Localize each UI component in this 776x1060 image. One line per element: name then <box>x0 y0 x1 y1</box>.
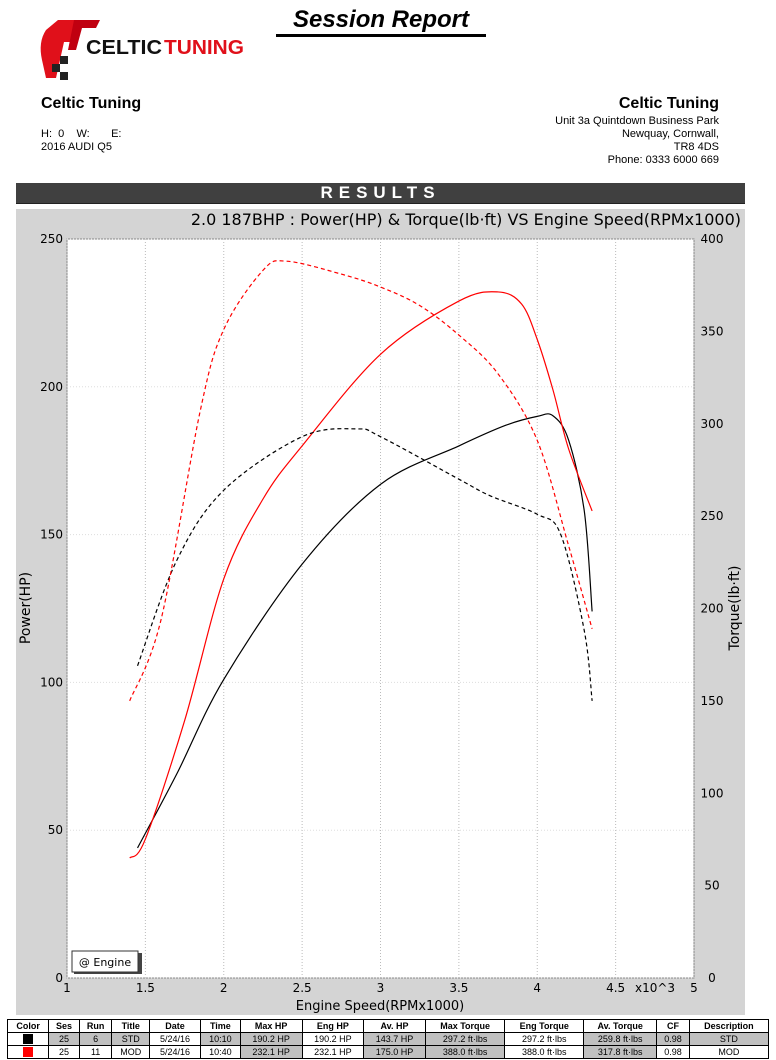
ses-cell: 25 <box>48 1045 80 1059</box>
runs-table: Color Ses Run Title Date Time Max HP Eng HP Av. … <box>6 1019 770 1059</box>
column-header: Time <box>199 1019 241 1033</box>
table-row[interactable]: 25 6 STD 5/24/16 10:10 190.2 HP 190.2 HP 143.7 … <box>6 1032 770 1046</box>
results-banner: RESULTS <box>16 183 745 204</box>
company-info: Celtic Tuning Unit 3a Quintdown Business… <box>555 95 719 167</box>
max-hp-cell: 232.1 HP <box>239 1045 303 1059</box>
legend-label: @ Engine <box>79 956 131 969</box>
column-header: Av. HP <box>363 1019 426 1033</box>
x-tick-label: 2.5 <box>293 981 312 995</box>
eng-torque-cell: 388.0 ft·lbs <box>504 1045 585 1059</box>
svg-text:TUNING: TUNING <box>164 37 244 59</box>
x-tick-label: 1 <box>63 981 71 995</box>
x-axis-label: Engine Speed(RPMx1000) <box>296 999 464 1014</box>
y-tick-label: 0 <box>55 971 63 985</box>
column-header: CF <box>656 1019 690 1033</box>
x-tick-label: 3.5 <box>449 981 468 995</box>
y-tick-label: 250 <box>40 232 63 246</box>
column-header: Date <box>149 1019 201 1033</box>
column-header: Run <box>78 1019 113 1033</box>
color-swatch <box>23 1034 34 1045</box>
y2-tick-label: 250 <box>701 509 724 523</box>
y-tick-label: 50 <box>48 823 63 837</box>
y-axis-label: Power(HP) <box>18 572 34 644</box>
x-tick-label: 2 <box>220 981 228 995</box>
column-header: Max Torque <box>424 1019 506 1033</box>
av-torque-cell: 317.8 ft·lbs <box>583 1045 658 1059</box>
y2-tick-label: 150 <box>701 694 724 708</box>
max-hp-cell: 190.2 HP <box>239 1032 303 1046</box>
color-cell <box>6 1045 50 1059</box>
column-header: Max HP <box>239 1019 303 1033</box>
time-cell: 10:40 <box>199 1045 241 1059</box>
y2-tick-label: 300 <box>701 417 724 431</box>
column-header: Av. Torque <box>583 1019 658 1033</box>
eng-torque-cell: 297.2 ft·lbs <box>504 1032 585 1046</box>
company-name: Celtic Tuning <box>618 95 719 112</box>
series-mod-torque <box>129 260 593 702</box>
av-hp-cell: 143.7 HP <box>363 1032 426 1046</box>
max-torque-cell: 388.0 ft·lbs <box>424 1045 506 1059</box>
report-title: Session Report <box>276 6 486 37</box>
y2-tick-label: 400 <box>701 232 724 246</box>
column-header: Ses <box>48 1019 80 1033</box>
y2-tick-label: 50 <box>704 879 719 893</box>
svg-text:CELTIC: CELTIC <box>86 37 162 59</box>
celtic-tuning-logo: CELTIC TUNING <box>40 20 244 80</box>
title-cell: STD <box>111 1032 151 1046</box>
color-swatch <box>23 1047 34 1058</box>
x-multiplier-label: x10^3 <box>635 981 675 995</box>
run-cell: 11 <box>78 1045 113 1059</box>
company-address2: Newquay, Cornwall, <box>621 128 719 140</box>
av-torque-cell: 259.8 ft·lbs <box>583 1032 658 1046</box>
column-header: Eng HP <box>301 1019 365 1033</box>
table-row[interactable]: 25 11 MOD 5/24/16 10:40 232.1 HP 232.1 HP 175.0… <box>6 1045 770 1059</box>
y2-tick-label: 200 <box>701 602 724 616</box>
y2-tick-label: 350 <box>701 324 724 338</box>
cf-cell: 0.98 <box>656 1045 690 1059</box>
column-header: Color <box>6 1019 50 1033</box>
eng-hp-cell: 232.1 HP <box>301 1045 365 1059</box>
y2-tick-label: 0 <box>708 971 716 985</box>
date-cell: 5/24/16 <box>149 1032 201 1046</box>
color-cell <box>6 1032 50 1046</box>
series-mod-power <box>129 291 593 859</box>
chart-title: 2.0 187BHP : Power(HP) & Torque(lb·ft) V… <box>190 210 741 229</box>
column-header: Description <box>688 1019 770 1033</box>
x-tick-label: 1.5 <box>136 981 155 995</box>
description-cell: STD <box>688 1032 770 1046</box>
customer-hwe: H: 0 W: E: <box>41 128 122 140</box>
time-cell: 10:10 <box>199 1032 241 1046</box>
cf-cell: 0.98 <box>656 1032 690 1046</box>
y-tick-label: 200 <box>40 380 63 394</box>
x-tick-label: 4 <box>533 981 541 995</box>
company-phone: Phone: 0333 6000 669 <box>607 154 719 166</box>
x-tick-label: 5 <box>690 981 698 995</box>
y-tick-label: 150 <box>40 528 63 542</box>
description-cell: MOD <box>688 1045 770 1059</box>
column-header: Eng Torque <box>504 1019 585 1033</box>
legend-box <box>71 950 139 973</box>
table-header-row: Color Ses Run Title Date Time Max HP Eng HP Av. … <box>6 1019 770 1033</box>
series-std-power <box>137 413 593 849</box>
y2-axis-label: Torque(lb·ft) <box>727 566 743 652</box>
company-address1: Unit 3a Quintdown Business Park <box>555 115 719 127</box>
eng-hp-cell: 190.2 HP <box>301 1032 365 1046</box>
x-tick-label: 4.5 <box>606 981 625 995</box>
dyno-chart: 1 1.5 2 2.5 3 3.5 4 4.5 505010015020025005010015… <box>18 232 743 1014</box>
max-torque-cell: 297.2 ft·lbs <box>424 1032 506 1046</box>
title-cell: MOD <box>111 1045 151 1059</box>
company-postcode: TR8 4DS <box>673 141 719 153</box>
y-tick-label: 100 <box>40 675 63 689</box>
date-cell: 5/24/16 <box>149 1045 201 1059</box>
column-header: Title <box>111 1019 151 1033</box>
customer-name: Celtic Tuning <box>41 95 142 112</box>
vehicle: 2016 AUDI Q5 <box>41 141 112 153</box>
y2-tick-label: 100 <box>701 786 724 800</box>
ses-cell: 25 <box>48 1032 80 1046</box>
x-tick-label: 3 <box>377 981 385 995</box>
av-hp-cell: 175.0 HP <box>363 1045 426 1059</box>
run-cell: 6 <box>78 1032 113 1046</box>
